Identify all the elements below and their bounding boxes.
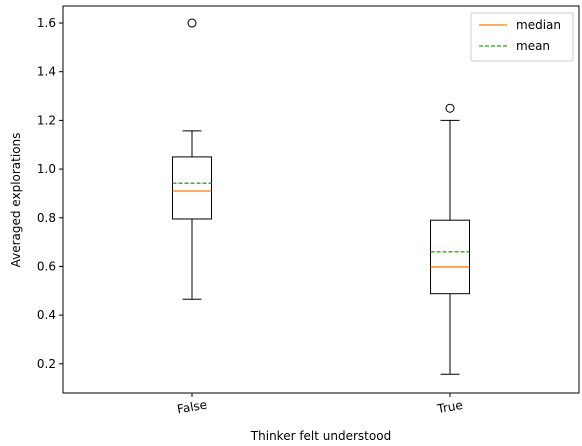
y-tick-label: 1.0 [37, 162, 56, 176]
box-group [172, 18, 212, 300]
boxes [172, 18, 470, 375]
y-tick-label: 0.6 [37, 259, 56, 273]
y-tick-label: 0.4 [37, 308, 56, 322]
legend-mean-label: mean [516, 39, 550, 53]
y-tick-label: 1.2 [37, 113, 56, 127]
outlier-point [445, 103, 455, 113]
x-axis-label: Thinker felt understood [250, 429, 391, 443]
x-tick-label: False [176, 397, 208, 416]
plot-area [62, 5, 580, 394]
iqr-box [430, 219, 470, 295]
y-tick-label: 0.2 [37, 357, 56, 371]
outlier-point [187, 18, 197, 28]
x-axis-ticks: False True [176, 393, 464, 417]
y-tick-label: 1.4 [37, 65, 56, 79]
y-axis-ticks: 0.2 0.4 0.6 0.8 1.0 1.2 1.4 1.6 [37, 16, 63, 371]
y-tick-label: 0.8 [37, 211, 56, 225]
legend: median mean [470, 12, 574, 62]
legend-median-label: median [516, 18, 561, 32]
box-group [430, 103, 470, 375]
x-tick-label: True [435, 398, 464, 416]
y-axis-label: Averaged explorations [9, 133, 23, 268]
y-tick-label: 1.6 [37, 16, 56, 30]
iqr-box [172, 156, 212, 220]
